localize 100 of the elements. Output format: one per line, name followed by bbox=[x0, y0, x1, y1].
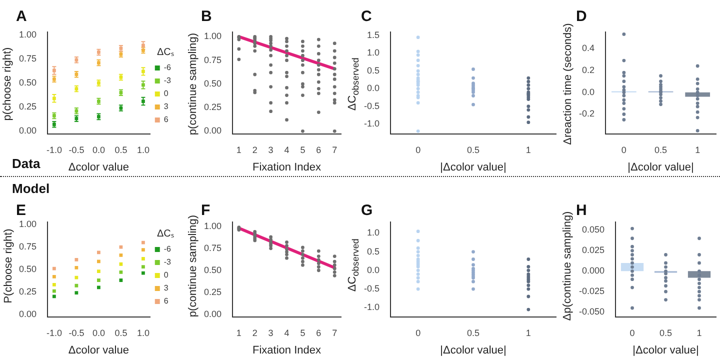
x-tick-label: 6 bbox=[316, 328, 322, 338]
y-tick-label: 0.50 bbox=[204, 78, 222, 88]
y-tick-label: 0.0 bbox=[366, 83, 380, 94]
x-axis-title: |Δcolor value| bbox=[628, 161, 694, 174]
y-tick-label: 0.25 bbox=[18, 286, 37, 296]
x-tick-label: -1.0 bbox=[46, 328, 62, 338]
x-tick-label: 1 bbox=[695, 144, 700, 155]
x-tick-label: -0.5 bbox=[68, 144, 84, 155]
x-tick-label: 5 bbox=[300, 144, 306, 155]
x-tick-label: 6 bbox=[316, 144, 322, 155]
x-tick-label: 1.0 bbox=[136, 144, 150, 155]
y-tick-label: -1.0 bbox=[364, 302, 380, 312]
x-axis-title: |Δcolor value| bbox=[440, 161, 506, 174]
legend-label: 6 bbox=[164, 296, 169, 306]
y-tick-label: 1.5 bbox=[366, 30, 380, 40]
y-tick-label: 0.025 bbox=[582, 245, 605, 256]
x-tick-label: 1 bbox=[696, 328, 702, 338]
chart-title: H bbox=[576, 202, 587, 220]
y-tick-label: -0.5 bbox=[364, 100, 380, 111]
x-tick-label: 0 bbox=[416, 144, 421, 155]
y-tick-label: 0.000 bbox=[582, 266, 605, 276]
x-axis-title: Δcolor value bbox=[68, 161, 129, 174]
y-tick-label: 0.0 bbox=[582, 86, 595, 97]
y-tick-label: 0.75 bbox=[18, 242, 37, 252]
y-axis-title: Δp(continue sampling) bbox=[562, 210, 574, 320]
y-tick-label: 0.0 bbox=[366, 264, 380, 275]
y-tick-label: 1.00 bbox=[18, 219, 37, 230]
y-tick-label: 1.00 bbox=[204, 220, 222, 231]
x-tick-label: 2 bbox=[252, 328, 258, 338]
x-tick-label: 2 bbox=[252, 144, 258, 155]
chart-title: G bbox=[361, 202, 373, 220]
chart-title: E bbox=[16, 202, 26, 220]
y-tick-label: 0.5 bbox=[366, 65, 380, 76]
legend-label: 6 bbox=[164, 115, 169, 124]
y-tick-label: 0.5 bbox=[366, 246, 380, 256]
x-tick-label: 0 bbox=[621, 144, 626, 155]
x-tick-label: 0.5 bbox=[114, 144, 128, 155]
y-tick-label: 1.0 bbox=[366, 228, 380, 238]
legend-title: ΔCₛ bbox=[156, 228, 174, 240]
x-tick-label: 0.5 bbox=[114, 328, 128, 338]
y-tick-label: 0.25 bbox=[204, 286, 222, 297]
x-tick-label: 0 bbox=[630, 328, 635, 338]
chart-title: D bbox=[576, 8, 587, 26]
x-axis-title: Fixation Index bbox=[252, 344, 322, 356]
legend-label: 0 bbox=[164, 89, 169, 98]
text: Model bbox=[12, 181, 50, 196]
legend-title: ΔCₛ bbox=[156, 46, 174, 58]
x-tick-label: 0.5 bbox=[660, 328, 672, 338]
x-tick-label: 1 bbox=[236, 328, 242, 338]
y-tick-label: 0.75 bbox=[18, 53, 37, 64]
chart-title: C bbox=[361, 8, 372, 26]
x-tick-label: 0.0 bbox=[92, 144, 105, 155]
x-tick-label: 7 bbox=[332, 144, 338, 155]
x-axis-title: |Δcolor value| bbox=[632, 344, 699, 356]
x-tick-label: 5 bbox=[300, 328, 306, 338]
x-tick-label: 3 bbox=[268, 144, 274, 155]
x-tick-label: 4 bbox=[284, 328, 290, 338]
x-axis-title: |Δcolor value| bbox=[440, 344, 506, 356]
x-tick-label: 0.5 bbox=[466, 144, 480, 155]
y-tick-label: 0.050 bbox=[582, 224, 605, 235]
x-axis-title: Fixation Index bbox=[252, 161, 322, 174]
x-tick-label: 0.5 bbox=[466, 328, 480, 338]
x-tick-label: 0 bbox=[416, 328, 421, 338]
y-tick-label: -0.2 bbox=[578, 108, 595, 119]
y-tick-label: -0.025 bbox=[578, 286, 605, 296]
x-tick-label: -1.0 bbox=[46, 144, 62, 155]
x-tick-label: 0.5 bbox=[654, 144, 668, 155]
y-tick-label: 0.00 bbox=[204, 308, 222, 319]
y-axis-title: p(continue sampling) bbox=[187, 214, 199, 317]
y-tick-label: 0.00 bbox=[18, 126, 37, 136]
y-tick-label: -0.050 bbox=[578, 306, 605, 317]
y-tick-label: -1.0 bbox=[364, 118, 380, 129]
x-tick-label: 1 bbox=[526, 328, 531, 338]
y-axis-title: P(choose right) bbox=[2, 228, 14, 303]
legend-label: -3 bbox=[164, 76, 172, 86]
text: Data bbox=[12, 156, 40, 171]
x-tick-label: -0.5 bbox=[68, 328, 84, 338]
chart-title: A bbox=[16, 8, 27, 26]
x-tick-label: 1 bbox=[526, 144, 531, 155]
x-tick-label: 4 bbox=[284, 144, 290, 155]
x-axis-title: Δcolor value bbox=[68, 344, 129, 356]
x-tick-label: 0.0 bbox=[92, 328, 105, 338]
y-tick-label: 0.75 bbox=[204, 54, 222, 65]
y-tick-label: 1.00 bbox=[204, 31, 222, 42]
y-tick-label: 1.00 bbox=[18, 29, 37, 40]
legend-label: 3 bbox=[164, 102, 169, 112]
legend-label: -3 bbox=[164, 258, 172, 267]
y-tick-label: 1.0 bbox=[366, 48, 380, 58]
legend-label: -6 bbox=[164, 244, 172, 254]
x-tick-label: 7 bbox=[332, 328, 338, 338]
y-tick-label: 0.75 bbox=[204, 242, 222, 253]
y-axis-title: Δreaction time (seconds) bbox=[562, 23, 574, 145]
y-tick-label: 0.50 bbox=[18, 77, 37, 88]
y-tick-label: 0.00 bbox=[18, 308, 37, 319]
y-tick-label: 0.50 bbox=[204, 264, 222, 275]
y-axis-title: p(continue sampling) bbox=[187, 32, 199, 136]
y-tick-label: 0.25 bbox=[204, 102, 222, 112]
y-tick-label: -0.5 bbox=[364, 284, 380, 294]
chart-title: F bbox=[201, 202, 210, 220]
chart-title: B bbox=[201, 8, 212, 26]
